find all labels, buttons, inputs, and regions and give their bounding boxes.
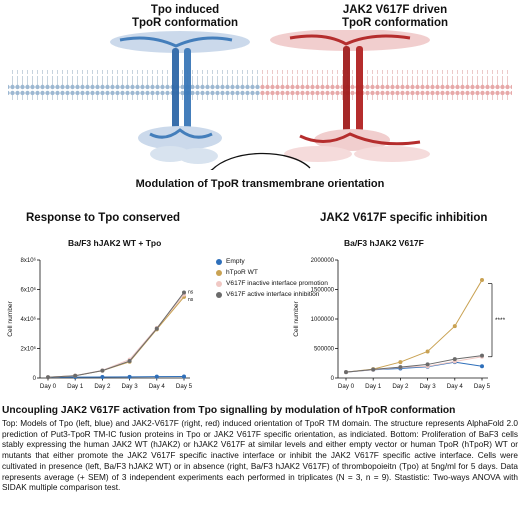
x-tick-label: Day 5 [474, 383, 491, 390]
left-section-title: Response to Tpo conserved [26, 212, 181, 224]
y-tick-label: 8x10⁶ [21, 257, 37, 264]
caption-body: Top: Models of Tpo (left, blue) and JAK2… [2, 419, 518, 493]
legend-item-inactive-promotion: V617F inactive interface promotion [216, 278, 366, 289]
data-point [100, 368, 105, 373]
tpo-receptor-model [110, 31, 250, 164]
data-point [480, 353, 484, 358]
legend-marker [216, 269, 222, 276]
x-tick-label: Day 1 [67, 383, 84, 390]
modulation-arrow-icon [211, 152, 311, 170]
left-growth-chart: 0 2x10⁶ 4x10⁶ 6x10⁶ 8x10⁶ Day 0 Day 1 Day 2 Day … [7, 257, 194, 390]
left-conformation-title: Tpo induced TpoR conformation [131, 4, 239, 29]
data-point [154, 374, 159, 379]
data-point [344, 370, 348, 375]
data-point [371, 367, 376, 372]
y-tick-label: 6x10⁶ [21, 287, 37, 294]
series-line [47, 376, 185, 378]
y-tick-label: 1500000 [311, 288, 335, 294]
right-growth-chart: 0 500000 1000000 1500000 2000000 Day 0 Day 1 Da… [293, 258, 506, 390]
data-point [425, 362, 430, 367]
x-tick-label: Day 4 [149, 383, 166, 390]
legend-item-empty: Empty [216, 256, 366, 267]
tpor-structure-illustration [8, 30, 512, 170]
y-tick-label: 2000000 [311, 258, 335, 264]
data-point [182, 374, 186, 379]
y-axis-label: Cell number [7, 300, 14, 336]
x-tick-label: Day 1 [365, 383, 382, 390]
y-tick-label: 0 [331, 376, 335, 382]
data-point [452, 324, 457, 329]
modulation-label: Modulation of TpoR transmembrane orienta… [135, 178, 385, 190]
x-tick-label: Day 3 [122, 383, 139, 390]
x-tick-label: Day 0 [40, 383, 57, 390]
x-tick-label: Day 2 [94, 383, 111, 390]
data-point [480, 278, 484, 283]
x-tick-label: Day 0 [338, 383, 355, 390]
annotation-ns: ns [188, 297, 194, 303]
data-point [154, 326, 159, 331]
annotation-significance: **** [495, 317, 506, 324]
y-tick-label: 2x10⁶ [21, 346, 37, 353]
y-tick-label: 500000 [314, 347, 335, 353]
x-tick-label: Day 2 [392, 383, 409, 390]
series-line [47, 294, 185, 378]
data-point [127, 374, 132, 379]
membrane-left [8, 70, 260, 100]
left-chart-title: Ba/F3 hJAK2 WT + Tpo [68, 238, 162, 248]
data-point [452, 357, 457, 362]
series-line [345, 355, 483, 373]
data-point [398, 365, 403, 370]
data-point [73, 373, 78, 378]
legend-item-htpor-wt: hTpoR WT [216, 267, 366, 278]
legend-item-active-inhibition: V617F active interface inhibition [216, 289, 366, 300]
x-tick-label: Day 4 [447, 383, 464, 390]
y-axis-label: Cell number [293, 300, 300, 336]
y-tick-label: 1000000 [311, 317, 335, 323]
y-tick-label: 4x10⁶ [21, 316, 37, 323]
data-point [398, 360, 403, 365]
y-tick-label: 0 [33, 376, 37, 382]
legend-marker [216, 280, 222, 287]
data-point [127, 359, 132, 364]
data-point [182, 290, 186, 295]
annotation-ns: ns [188, 289, 194, 295]
legend-marker [216, 291, 222, 298]
legend-marker [216, 258, 222, 265]
data-point [100, 374, 105, 379]
data-point [425, 349, 430, 354]
series-line [47, 292, 185, 378]
data-point [46, 375, 50, 380]
membrane-right [260, 70, 512, 100]
caption-title: Uncoupling JAK2 V617F activation from Tp… [2, 405, 456, 416]
right-chart-title: Ba/F3 hJAK2 V617F [344, 238, 424, 248]
data-point [480, 364, 484, 369]
legend: Empty hTpoR WT V617F inactive interface … [216, 256, 366, 300]
x-tick-label: Day 5 [176, 383, 193, 390]
x-tick-label: Day 3 [420, 383, 437, 390]
right-conformation-title: JAK2 V617F driven TpoR conformation [341, 4, 449, 29]
jak2-v617f-receptor-model [270, 30, 430, 162]
right-section-title: JAK2 V617F specific inhibition [320, 212, 488, 224]
